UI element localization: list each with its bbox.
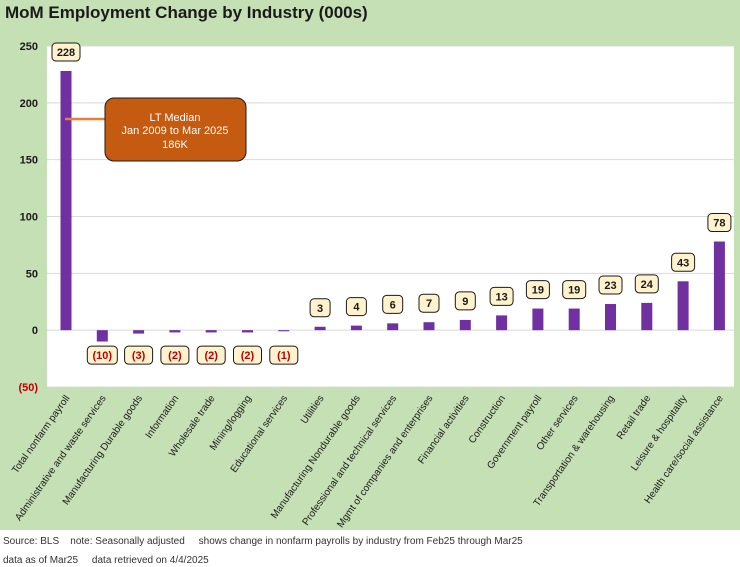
data-label: 23 [604, 280, 616, 292]
y-tick-label: 100 [20, 212, 38, 224]
data-label-box [598, 275, 623, 295]
bar [133, 330, 145, 334]
data-label: 13 [495, 291, 507, 303]
data-label: 3 [317, 303, 323, 315]
bar [459, 319, 471, 331]
data-label: (1) [277, 350, 291, 362]
data-label-box [418, 293, 440, 313]
data-label: 19 [532, 285, 544, 297]
bars [60, 71, 725, 342]
data-label-box [160, 345, 190, 365]
x-tick-label: Utilities [299, 393, 326, 426]
bar [205, 330, 217, 333]
data-label: 43 [677, 257, 689, 269]
bar [568, 308, 580, 331]
median-annotation-line1: LT Median [150, 112, 201, 124]
data-label-box [454, 291, 476, 311]
bar [496, 315, 508, 331]
bar [387, 323, 399, 331]
bar [532, 308, 544, 331]
footer: Source: BLS note: Seasonally adjusted sh… [0, 530, 740, 567]
chart-area: 250 200 150 100 50 0 (50) 228 (10) (3) (2) (2) (2) (… [0, 27, 740, 530]
data-label: (2) [168, 350, 182, 362]
y-tick-label: 0 [32, 325, 38, 337]
data-label: 4 [353, 302, 360, 314]
data-label-box [86, 345, 118, 365]
data-label-box [634, 274, 659, 294]
bar [677, 281, 689, 331]
bar [350, 325, 362, 331]
data-label: (10) [93, 350, 113, 362]
y-tick-label: 150 [20, 155, 38, 167]
y-tick-label: 50 [26, 268, 38, 280]
y-axis-ticks: 250 200 150 100 50 0 (50) [18, 41, 38, 394]
data-label-box [562, 280, 587, 300]
x-tick-label: Construction [467, 393, 508, 445]
bar [423, 322, 435, 331]
data-label-box [525, 280, 550, 300]
data-labels: 228 (10) (3) (2) (2) (2) (1) 3 4 6 7 9 13 19 19 23 24 43 7… [51, 42, 732, 365]
data-label: 19 [568, 285, 580, 297]
data-label-box [124, 345, 154, 365]
x-tick-label: Information [144, 393, 182, 440]
data-label-box [345, 297, 367, 317]
median-annotation: LT Median Jan 2009 to Mar 2025 186K [65, 97, 247, 162]
bar [641, 302, 653, 331]
bar [314, 326, 326, 331]
data-label-box [269, 345, 299, 365]
data-label: (3) [132, 350, 146, 362]
y-tick-label: 200 [20, 98, 38, 110]
y-tick-label: (50) [18, 382, 38, 394]
bar [96, 330, 108, 342]
x-tick-label: Health care/social assistance [643, 393, 727, 506]
data-label-box [51, 42, 81, 62]
bar [242, 330, 253, 333]
footer-data-date: data as of Mar25 data retrieved on 4/4/2… [3, 555, 209, 566]
data-label-box [196, 345, 226, 365]
median-annotation-line2: Jan 2009 to Mar 2025 [121, 125, 228, 137]
data-label: (2) [204, 350, 218, 362]
data-label: 228 [57, 47, 75, 59]
data-label: 24 [641, 279, 654, 291]
bar [713, 241, 725, 331]
median-annotation-box [104, 97, 247, 162]
data-label: 78 [713, 218, 725, 230]
footer-source-note: Source: BLS note: Seasonally adjusted sh… [3, 536, 523, 547]
data-label: 9 [462, 296, 468, 308]
data-label-box [671, 252, 696, 272]
chart-title: MoM Employment Change by Industry (000s) [5, 3, 368, 22]
x-tick-label: Manufacturing Durable goods [61, 393, 145, 507]
data-label-box [382, 294, 404, 314]
data-label-box [707, 213, 732, 233]
bar [60, 71, 72, 331]
data-label-box [309, 298, 331, 318]
bar-chart: 250 200 150 100 50 0 (50) 228 (10) (3) (2) (2) (2) (… [10, 41, 734, 530]
bar [169, 330, 181, 333]
data-label: 6 [390, 299, 396, 311]
data-label-box [489, 286, 514, 306]
data-label: 7 [426, 298, 432, 310]
title-bar: MoM Employment Change by Industry (000s) [0, 0, 740, 27]
data-label: (2) [241, 350, 255, 362]
x-tick-label: Retail trade [615, 393, 654, 442]
bar [605, 304, 616, 331]
y-tick-label: 250 [20, 41, 38, 53]
data-label-box [233, 345, 262, 365]
bar [278, 330, 290, 332]
median-annotation-line3: 186K [162, 139, 188, 151]
